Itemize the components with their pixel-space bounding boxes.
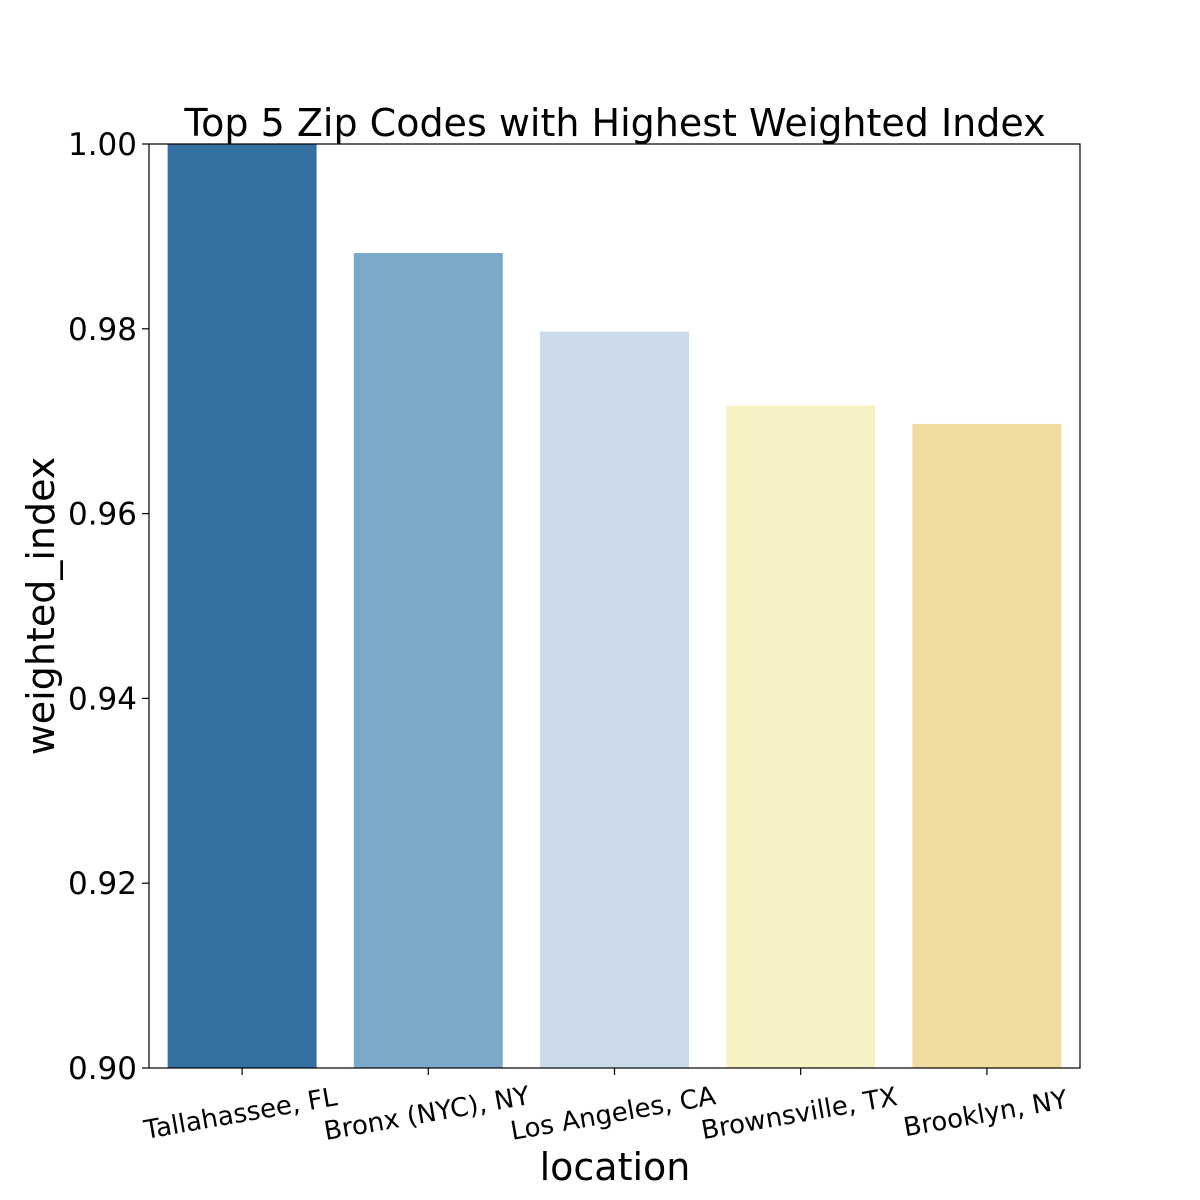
chart-title: Top 5 Zip Codes with Highest Weighted In…	[183, 101, 1045, 145]
y-tick-label: 1.00	[68, 127, 137, 163]
x-tick-label: Brooklyn, NY	[901, 1085, 1070, 1143]
y-tick-label: 0.94	[68, 681, 137, 717]
y-tick-label: 0.92	[68, 866, 137, 902]
x-tick-label: Los Angeles, CA	[508, 1081, 718, 1147]
y-tick-label: 0.90	[68, 1051, 137, 1087]
bars-group	[167, 144, 1062, 1069]
y-axis-label: weighted_index	[19, 457, 63, 756]
bar-2	[353, 253, 503, 1069]
x-axis-label: location	[540, 1145, 691, 1189]
y-tick-label: 0.96	[68, 497, 137, 533]
x-tick-label: Bronx (NYC), NY	[322, 1081, 532, 1147]
x-tick-label: Tallahassee, FL	[141, 1082, 340, 1146]
bar-1	[167, 144, 317, 1068]
y-tick-label: 0.98	[68, 312, 137, 348]
x-tick-label: Brownsville, TX	[699, 1082, 900, 1146]
bar-3	[540, 331, 689, 1068]
bar-4	[726, 405, 876, 1068]
y-axis-ticks: 0.90 0.92 0.94 0.96 0.98 1.00	[68, 127, 149, 1087]
bar-5	[912, 423, 1062, 1068]
